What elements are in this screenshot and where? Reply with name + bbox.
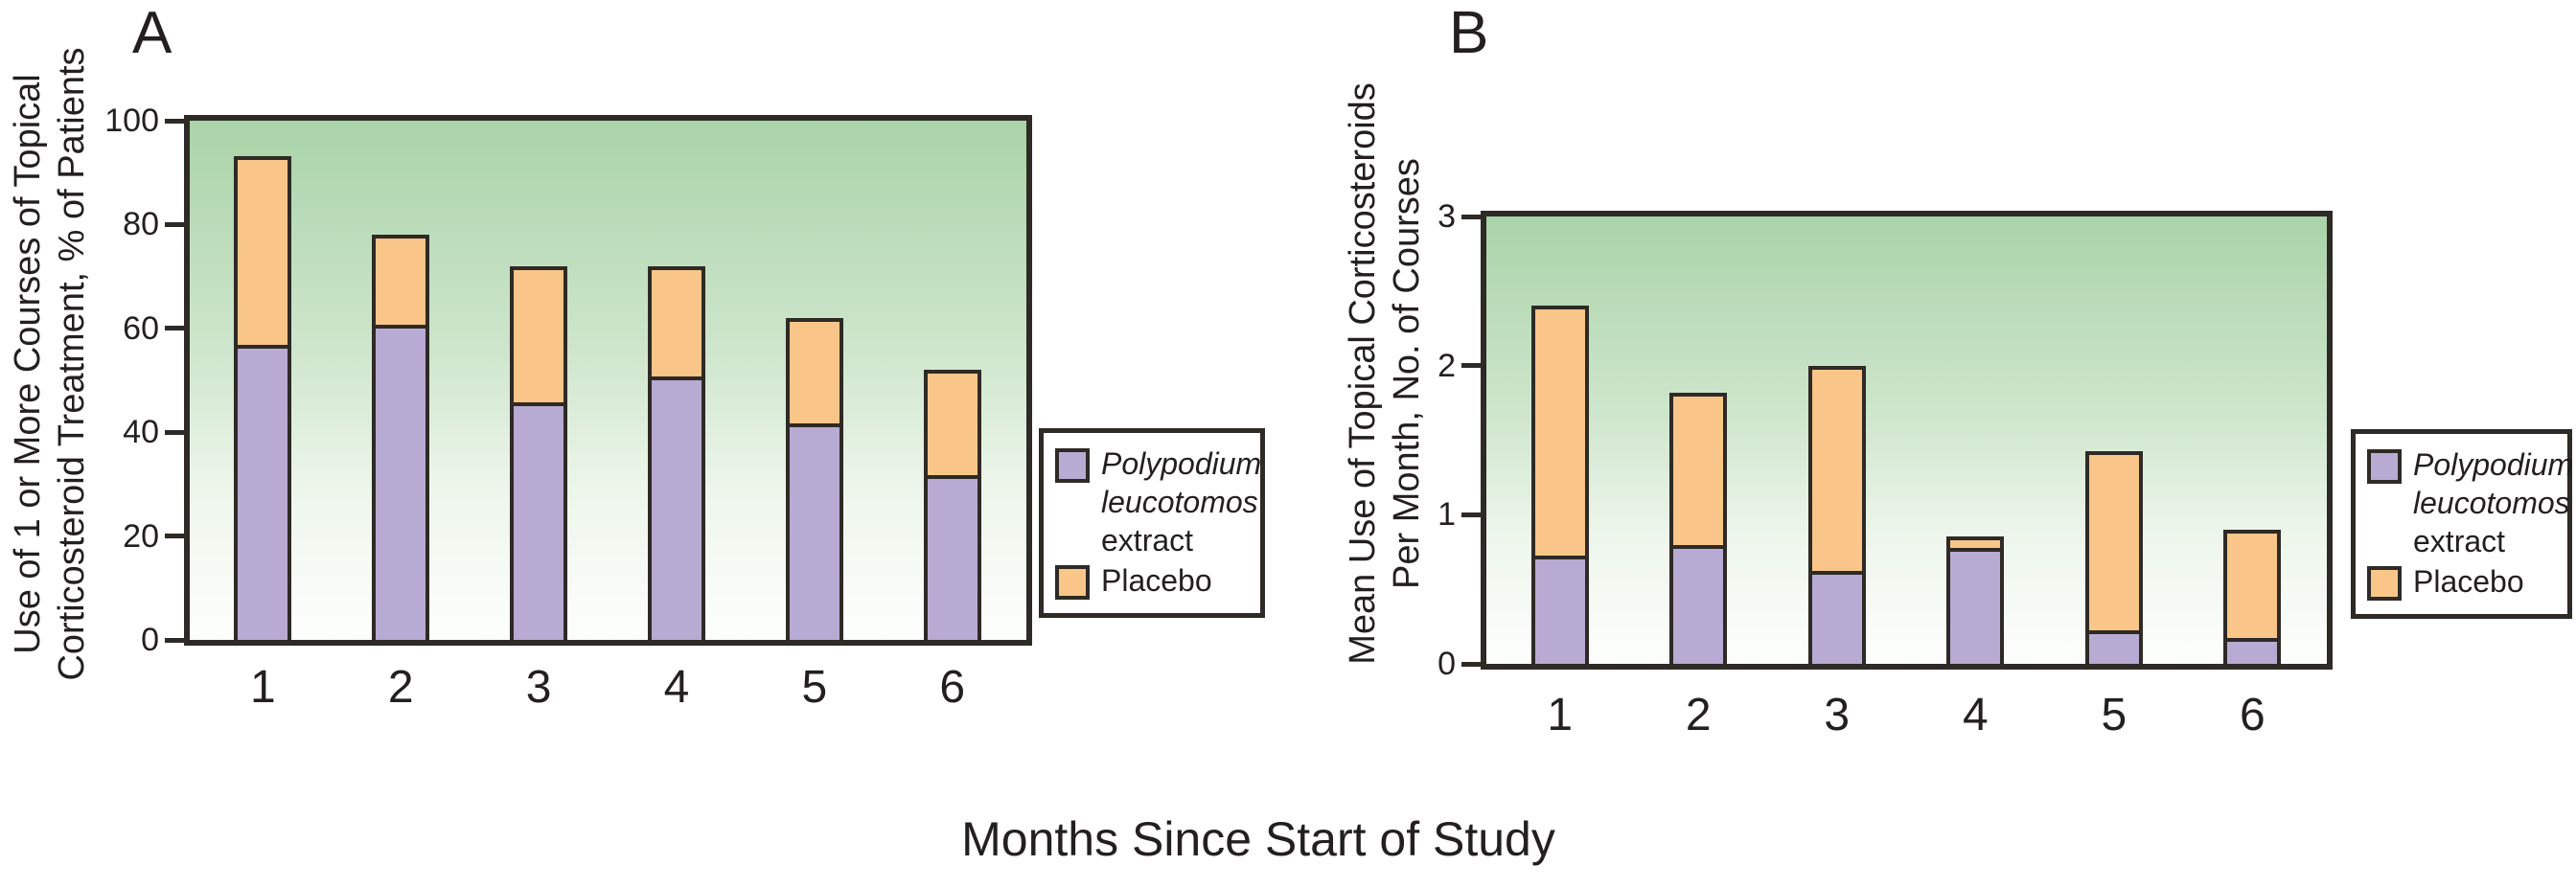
x-axis-tick-label: 3 <box>1824 690 1851 740</box>
bar-segment-extract <box>1807 575 1866 664</box>
bar-segment-placebo <box>2084 451 2143 634</box>
panel-b-label: B <box>1449 0 1489 66</box>
x-axis-tick-label: 4 <box>663 662 690 713</box>
legend-label-line: Polypodium <box>1101 446 1262 481</box>
stacked-bar-month-4 <box>647 266 705 640</box>
legend-row-extract: Polypodium leucotomos extract <box>2367 445 2573 560</box>
stacked-bar-month-5 <box>2084 451 2143 664</box>
panel-b-plot-area: 0 1 2 3 1 2 3 4 5 6 <box>1438 198 2333 740</box>
y-axis-tick-mark <box>165 118 184 124</box>
y-axis-tick-mark <box>1461 512 1481 517</box>
y-axis-tick-label: 2 <box>1438 347 1456 384</box>
bar-segment-extract <box>1946 552 2005 664</box>
x-axis-tick-label: 6 <box>2240 690 2266 740</box>
bar-segment-placebo <box>647 266 705 380</box>
bar-segment-placebo <box>1530 306 1589 559</box>
bar-segment-placebo <box>510 266 568 406</box>
extract-legend-label: Polypodium leucotomos extract <box>1101 444 1261 559</box>
y-axis-tick-mark <box>1461 363 1481 369</box>
bar-segment-placebo <box>372 235 430 329</box>
placebo-swatch <box>1055 565 1090 600</box>
stacked-bar-month-2 <box>372 235 430 640</box>
bar-segment-extract <box>785 427 843 640</box>
y-axis-tick-label: 1 <box>1438 496 1456 534</box>
y-axis-tick-mark <box>165 429 184 435</box>
panel-a-label: A <box>132 0 172 66</box>
y-axis-tick-mark <box>165 637 184 643</box>
bar-segment-placebo <box>785 318 843 427</box>
bar-segment-extract <box>234 349 292 640</box>
legend-row-placebo: Placebo <box>1055 561 1251 600</box>
extract-legend-label: Polypodium leucotomos extract <box>2413 445 2573 560</box>
y-axis-tick-mark <box>165 326 184 331</box>
y-axis-tick-label: 3 <box>1438 198 1456 235</box>
panel-a-y-axis-title: Use of 1 or More Courses of Topical Cort… <box>6 0 94 728</box>
legend-label-line: Polypodium <box>2413 447 2574 482</box>
stacked-bar-month-1 <box>1530 306 1589 664</box>
bar-segment-placebo <box>234 156 292 349</box>
y-axis-title-line: Use of 1 or More Courses of Topical <box>8 74 48 654</box>
x-axis-tick-label: 1 <box>1547 690 1574 740</box>
placebo-legend-label: Placebo <box>2413 562 2524 601</box>
y-axis-tick-label: 80 <box>123 206 159 243</box>
x-axis-tick-label: 4 <box>1962 690 1989 740</box>
x-axis-title: Months Since Start of Study <box>961 812 1555 866</box>
y-axis-tick-label: 60 <box>123 309 159 347</box>
panel-a-legend: Polypodium leucotomos extract Placebo <box>1039 428 1265 618</box>
bar-segment-placebo <box>2223 530 2282 642</box>
legend-label-line: leucotomos <box>1101 485 1258 519</box>
x-axis-tick-label: 1 <box>250 662 276 713</box>
stacked-bar-month-4 <box>1946 536 2005 664</box>
y-axis-tick-label: 40 <box>123 414 159 451</box>
bar-segment-placebo <box>1807 366 1866 575</box>
legend-label-line: extract <box>2413 524 2506 558</box>
y-axis-tick-label: 20 <box>123 517 159 555</box>
y-axis-tick-mark <box>165 221 184 227</box>
y-axis-tick-mark <box>1461 214 1481 219</box>
bar-segment-extract <box>2223 642 2282 664</box>
stacked-bar-month-5 <box>785 318 843 640</box>
bar-segment-extract <box>510 406 568 640</box>
legend-label-line: extract <box>1101 523 1194 558</box>
bar-segment-extract <box>1530 559 1589 664</box>
bar-segment-extract <box>923 479 981 640</box>
stacked-bar-month-3 <box>1807 366 1866 664</box>
y-axis-tick-label: 100 <box>104 102 159 139</box>
panel-b-legend: Polypodium leucotomos extract Placebo <box>2351 429 2573 619</box>
legend-row-extract: Polypodium leucotomos extract <box>1055 444 1261 559</box>
extract-swatch <box>1055 448 1090 483</box>
legend-label-line: Placebo <box>1101 563 1212 598</box>
x-axis-tick-label: 6 <box>939 662 966 713</box>
bar-segment-placebo <box>1669 393 1728 549</box>
placebo-swatch <box>2367 566 2402 601</box>
bar-segment-extract <box>372 329 430 640</box>
stacked-bar-month-2 <box>1669 393 1728 664</box>
x-axis-tick-label: 2 <box>387 662 414 713</box>
stacked-bar-month-6 <box>2223 530 2282 664</box>
bar-segment-placebo <box>1946 536 2005 552</box>
x-axis-tick-label: 5 <box>2101 690 2128 740</box>
stacked-bar-month-3 <box>510 266 568 640</box>
legend-label-line: Placebo <box>2413 564 2524 599</box>
x-axis-tick-label: 2 <box>1685 690 1712 740</box>
bar-segment-extract <box>647 380 705 640</box>
y-axis-tick-mark <box>1461 661 1481 667</box>
bar-segment-extract <box>1669 549 1728 664</box>
bar-segment-extract <box>2084 634 2143 664</box>
placebo-legend-label: Placebo <box>1101 561 1212 600</box>
y-axis-tick-label: 0 <box>141 622 159 658</box>
y-axis-tick-mark <box>165 534 184 539</box>
x-axis-tick-label: 5 <box>801 662 828 713</box>
x-axis-tick-label: 3 <box>525 662 552 713</box>
legend-row-placebo: Placebo <box>2367 562 2558 601</box>
extract-swatch <box>2367 449 2402 484</box>
legend-label-line: leucotomos <box>2413 486 2570 520</box>
panel-a-plot-area: 0 20 40 60 80 100 1 2 3 4 5 6 <box>104 102 1032 713</box>
bar-segment-placebo <box>923 370 981 479</box>
y-axis-tick-label: 0 <box>1438 646 1456 682</box>
stacked-bar-month-1 <box>234 156 292 640</box>
stacked-bar-month-6 <box>923 370 981 640</box>
